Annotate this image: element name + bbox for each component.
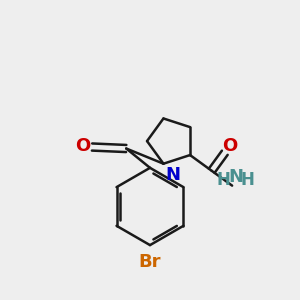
Text: H: H (217, 171, 231, 189)
Text: N: N (166, 166, 181, 184)
Text: O: O (222, 136, 238, 154)
Text: O: O (76, 137, 91, 155)
Text: H: H (240, 171, 254, 189)
Text: Br: Br (139, 253, 161, 271)
Text: N: N (228, 168, 243, 186)
